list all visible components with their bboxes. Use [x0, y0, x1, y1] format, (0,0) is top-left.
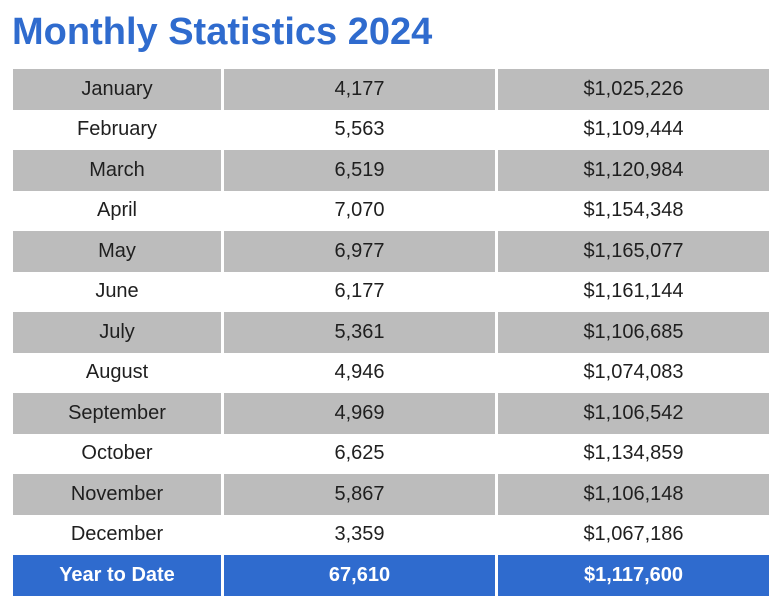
- monthly-statistics-table: January 4,177 $1,025,226 February 5,563 …: [13, 69, 769, 596]
- count-cell: 3,359: [221, 514, 495, 555]
- month-cell: November: [13, 474, 221, 515]
- amount-cell: $1,106,685: [495, 312, 769, 353]
- amount-cell: $1,074,083: [495, 352, 769, 393]
- month-cell: August: [85, 361, 149, 384]
- total-row: Year to Date 67,610 $1,117,600: [13, 555, 769, 596]
- table-row: April 7,070 $1,154,348: [13, 190, 769, 231]
- table-row: May 6,977 $1,165,077: [13, 231, 769, 272]
- amount-cell: $1,067,186: [495, 514, 769, 555]
- table-row: February 5,563 $1,109,444: [13, 109, 769, 150]
- page-title: Monthly Statistics 2024: [12, 11, 433, 53]
- month-cell: May: [13, 231, 221, 272]
- table-row: March 6,519 $1,120,984: [13, 150, 769, 191]
- count-cell: 7,070: [221, 190, 495, 231]
- total-label-cell: Year to Date: [13, 555, 221, 596]
- month-cell: June: [95, 280, 139, 303]
- amount-cell: $1,154,348: [495, 190, 769, 231]
- table-row: January 4,177 $1,025,226: [13, 69, 769, 110]
- table-row: December 3,359 $1,067,186: [13, 514, 769, 555]
- count-cell: 6,177: [221, 271, 495, 312]
- amount-cell: $1,134,859: [495, 433, 769, 474]
- count-cell: 5,867: [221, 474, 495, 515]
- count-cell: 4,969: [221, 393, 495, 434]
- amount-cell: $1,109,444: [495, 109, 769, 150]
- count-cell: 5,361: [221, 312, 495, 353]
- count-cell: 6,625: [221, 433, 495, 474]
- count-cell: 6,519: [221, 150, 495, 191]
- count-cell: 5,563: [221, 109, 495, 150]
- total-count-cell: 67,610: [221, 555, 495, 596]
- month-cell: July: [13, 312, 221, 353]
- amount-cell: $1,106,542: [495, 393, 769, 434]
- table-row: November 5,867 $1,106,148: [13, 474, 769, 515]
- month-cell: September: [13, 393, 221, 434]
- table-row: September 4,969 $1,106,542: [13, 393, 769, 434]
- amount-cell: $1,025,226: [495, 69, 769, 110]
- table-row: October 6,625 $1,134,859: [13, 433, 769, 474]
- month-cell: March: [13, 150, 221, 191]
- amount-cell: $1,161,144: [495, 271, 769, 312]
- amount-cell: $1,165,077: [495, 231, 769, 272]
- month-cell: October: [81, 442, 153, 465]
- month-cell: April: [96, 199, 137, 222]
- count-cell: 4,177: [221, 69, 495, 110]
- table-row: June 6,177 $1,161,144: [13, 271, 769, 312]
- amount-cell: $1,106,148: [495, 474, 769, 515]
- month-cell: January: [13, 69, 221, 110]
- total-amount-cell: $1,117,600: [495, 555, 769, 596]
- count-cell: 6,977: [221, 231, 495, 272]
- count-cell: 4,946: [221, 352, 495, 393]
- amount-cell: $1,120,984: [495, 150, 769, 191]
- month-cell: February: [76, 118, 158, 141]
- month-cell: December: [70, 523, 164, 546]
- table-row: July 5,361 $1,106,685: [13, 312, 769, 353]
- table-row: August 4,946 $1,074,083: [13, 352, 769, 393]
